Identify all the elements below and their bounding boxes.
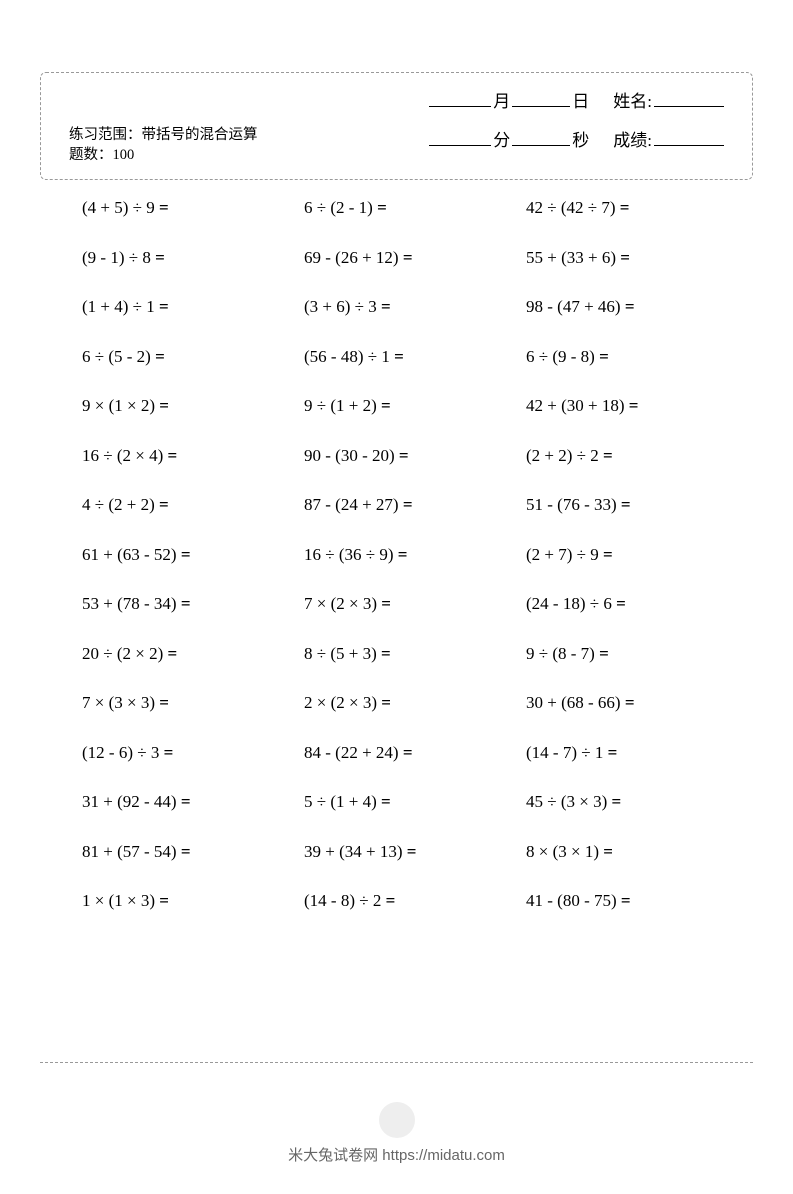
problem-row: 4 ÷ (2 + 2) =87 - (24 + 27) =51 - (76 - … (82, 495, 753, 515)
problem-cell: 6 ÷ (2 - 1) = (304, 198, 526, 218)
problem-row: 6 ÷ (5 - 2) =(56 - 48) ÷ 1 =6 ÷ (9 - 8) … (82, 347, 753, 367)
day-label: 日 (572, 87, 589, 112)
problem-row: 9 × (1 × 2) =9 ÷ (1 + 2) =42 + (30 + 18)… (82, 396, 753, 416)
problem-cell: 1 × (1 × 3) = (82, 891, 304, 911)
problem-row: 81 + (57 - 54) =39 + (34 + 13) =8 × (3 ×… (82, 842, 753, 862)
problem-cell: (12 - 6) ÷ 3 = (82, 743, 304, 763)
problem-cell: (56 - 48) ÷ 1 = (304, 347, 526, 367)
problem-row: 61 + (63 - 52) =16 ÷ (36 ÷ 9) =(2 + 7) ÷… (82, 545, 753, 565)
problem-cell: 87 - (24 + 27) = (304, 495, 526, 515)
scope-text: 练习范围：带括号的混合运算 题数：100 (69, 126, 259, 165)
month-blank[interactable] (429, 90, 491, 107)
problem-cell: 6 ÷ (9 - 8) = (526, 347, 748, 367)
problem-row: 7 × (3 × 3) =2 × (2 × 3) =30 + (68 - 66)… (82, 693, 753, 713)
score-label: 成绩: (613, 126, 652, 151)
score-blank[interactable] (654, 129, 724, 146)
problem-cell: 81 + (57 - 54) = (82, 842, 304, 862)
second-label: 秒 (572, 126, 589, 151)
footer-dot-icon (379, 1102, 415, 1138)
minute-label: 分 (493, 126, 510, 151)
problem-cell: (2 + 2) ÷ 2 = (526, 446, 748, 466)
problem-cell: 9 ÷ (8 - 7) = (526, 644, 748, 664)
problem-cell: 5 ÷ (1 + 4) = (304, 792, 526, 812)
problem-cell: 30 + (68 - 66) = (526, 693, 748, 713)
problem-cell: 2 × (2 × 3) = (304, 693, 526, 713)
problem-cell: (2 + 7) ÷ 9 = (526, 545, 748, 565)
problem-cell: 9 × (1 × 2) = (82, 396, 304, 416)
problems-grid: (4 + 5) ÷ 9 =6 ÷ (2 - 1) =42 ÷ (42 ÷ 7) … (82, 198, 753, 911)
problem-cell: 42 ÷ (42 ÷ 7) = (526, 198, 748, 218)
problem-row: 16 ÷ (2 × 4) =90 - (30 - 20) =(2 + 2) ÷ … (82, 446, 753, 466)
problem-cell: 8 × (3 × 1) = (526, 842, 748, 862)
problem-cell: 7 × (3 × 3) = (82, 693, 304, 713)
header-line-1: 月 日 姓名: (69, 87, 724, 112)
problem-cell: 8 ÷ (5 + 3) = (304, 644, 526, 664)
problem-cell: 16 ÷ (36 ÷ 9) = (304, 545, 526, 565)
problem-cell: 90 - (30 - 20) = (304, 446, 526, 466)
problem-row: (9 - 1) ÷ 8 =69 - (26 + 12) =55 + (33 + … (82, 248, 753, 268)
problem-row: (1 + 4) ÷ 1 =(3 + 6) ÷ 3 =98 - (47 + 46)… (82, 297, 753, 317)
problem-cell: 16 ÷ (2 × 4) = (82, 446, 304, 466)
day-blank[interactable] (512, 90, 570, 107)
problem-cell: 45 ÷ (3 × 3) = (526, 792, 748, 812)
problem-cell: 9 ÷ (1 + 2) = (304, 396, 526, 416)
problem-cell: 69 - (26 + 12) = (304, 248, 526, 268)
problem-cell: 4 ÷ (2 + 2) = (82, 495, 304, 515)
problem-cell: 41 - (80 - 75) = (526, 891, 748, 911)
problem-cell: 61 + (63 - 52) = (82, 545, 304, 565)
problem-cell: 6 ÷ (5 - 2) = (82, 347, 304, 367)
problem-row: (4 + 5) ÷ 9 =6 ÷ (2 - 1) =42 ÷ (42 ÷ 7) … (82, 198, 753, 218)
time-score-fields: 分 秒 成绩: (429, 126, 724, 151)
problem-row: 20 ÷ (2 × 2) =8 ÷ (5 + 3) =9 ÷ (8 - 7) = (82, 644, 753, 664)
problem-cell: 7 × (2 × 3) = (304, 594, 526, 614)
header-box: 月 日 姓名: 练习范围：带括号的混合运算 题数：100 分 秒 成绩: (40, 72, 753, 180)
problem-cell: 53 + (78 - 34) = (82, 594, 304, 614)
problem-row: 31 + (92 - 44) =5 ÷ (1 + 4) =45 ÷ (3 × 3… (82, 792, 753, 812)
problem-row: 53 + (78 - 34) =7 × (2 × 3) =(24 - 18) ÷… (82, 594, 753, 614)
name-blank[interactable] (654, 90, 724, 107)
problem-cell: (4 + 5) ÷ 9 = (82, 198, 304, 218)
problem-row: (12 - 6) ÷ 3 =84 - (22 + 24) =(14 - 7) ÷… (82, 743, 753, 763)
problem-cell: (1 + 4) ÷ 1 = (82, 297, 304, 317)
month-label: 月 (493, 87, 510, 112)
problem-cell: 84 - (22 + 24) = (304, 743, 526, 763)
problem-cell: 51 - (76 - 33) = (526, 495, 748, 515)
problem-cell: (24 - 18) ÷ 6 = (526, 594, 748, 614)
minute-blank[interactable] (429, 129, 491, 146)
problem-cell: (9 - 1) ÷ 8 = (82, 248, 304, 268)
problem-cell: 39 + (34 + 13) = (304, 842, 526, 862)
problem-cell: 31 + (92 - 44) = (82, 792, 304, 812)
problem-cell: (14 - 7) ÷ 1 = (526, 743, 748, 763)
problem-cell: 42 + (30 + 18) = (526, 396, 748, 416)
problem-cell: 55 + (33 + 6) = (526, 248, 748, 268)
problem-cell: 98 - (47 + 46) = (526, 297, 748, 317)
footer-separator (40, 1062, 753, 1063)
problem-cell: 20 ÷ (2 × 2) = (82, 644, 304, 664)
problem-cell: (3 + 6) ÷ 3 = (304, 297, 526, 317)
second-blank[interactable] (512, 129, 570, 146)
problem-row: 1 × (1 × 3) =(14 - 8) ÷ 2 =41 - (80 - 75… (82, 891, 753, 911)
name-label: 姓名: (613, 87, 652, 112)
footer-text: 米大兔试卷网 https://midatu.com (0, 1144, 793, 1165)
problem-cell: (14 - 8) ÷ 2 = (304, 891, 526, 911)
header-line-2: 练习范围：带括号的混合运算 题数：100 分 秒 成绩: (69, 126, 724, 165)
